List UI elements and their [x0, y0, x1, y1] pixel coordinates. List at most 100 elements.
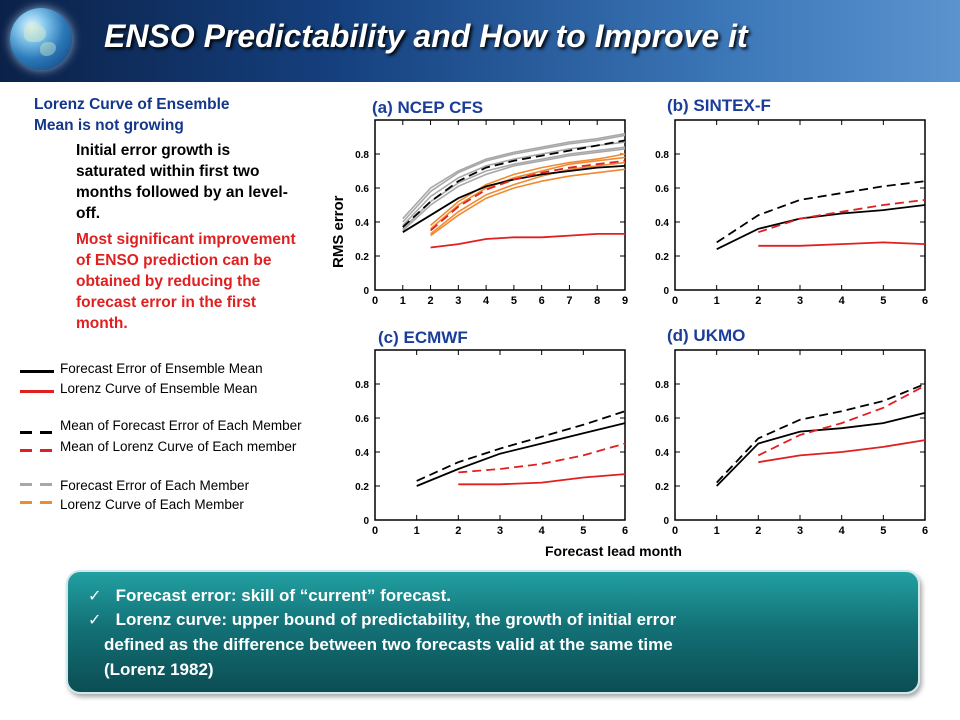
legend-label: Mean of Forecast Error of Each Member [60, 418, 302, 433]
y-tick-label: 0 [663, 286, 669, 297]
legend-label: Forecast Error of Ensemble Mean [60, 361, 263, 376]
legend-swatch [20, 370, 54, 373]
x-tick-label: 6 [539, 295, 545, 307]
series-line [402, 132, 626, 220]
header-bar: ENSO Predictability and How to Improve i… [0, 0, 960, 82]
legend-label: Lorenz Curve of Ensemble Mean [60, 381, 258, 396]
heading-line: Mean is not growing [34, 117, 184, 134]
legend-label: Mean of Lorenz Curve of Each member [60, 439, 297, 454]
page-title: ENSO Predictability and How to Improve i… [104, 18, 748, 54]
summary-box: ✓ Forecast error: skill of “current” for… [66, 570, 920, 694]
x-tick-label: 1 [714, 295, 720, 307]
series-line [758, 241, 926, 247]
left-heading: Lorenz Curve of Ensemble Mean is not gro… [34, 94, 284, 136]
y-tick-label: 0 [663, 516, 669, 527]
legend-swatch [20, 483, 54, 486]
panel-title-d: (d) UKMO [667, 326, 746, 345]
check-icon: ✓ [88, 610, 102, 629]
y-tick-label: 0 [363, 516, 369, 527]
y-tick-label: 0.4 [655, 218, 669, 229]
x-tick-label: 6 [922, 295, 928, 307]
globe-land [24, 24, 46, 42]
x-tick-label: 7 [566, 295, 572, 307]
x-tick-label: 3 [797, 295, 803, 307]
series-line [430, 233, 625, 249]
x-tick-label: 2 [755, 525, 761, 537]
x-tick-label: 0 [672, 525, 678, 537]
x-tick-label: 0 [372, 295, 378, 307]
x-axis-label: Forecast lead month [545, 543, 682, 559]
bullet-text: Forecast error: skill of “current” forec… [115, 586, 451, 605]
series-line [430, 168, 626, 237]
panel-title-b: (b) SINTEX-F [667, 96, 771, 115]
legend-swatch [20, 449, 54, 452]
series-line [757, 384, 926, 457]
series-line [430, 153, 626, 227]
panel-title-c: (c) ECMWF [378, 328, 468, 347]
y-tick-label: 0.6 [355, 414, 369, 425]
legend-label: Forecast Error of Each Member [60, 478, 250, 493]
y-tick-label: 0 [363, 286, 369, 297]
x-tick-label: 8 [594, 295, 600, 307]
y-tick-label: 0.8 [355, 380, 369, 391]
y-tick-label: 0.6 [655, 184, 669, 195]
x-tick-label: 6 [622, 525, 628, 537]
y-tick-label: 0.6 [355, 184, 369, 195]
x-tick-label: 3 [797, 525, 803, 537]
paragraph-improvement: Most significant improvement of ENSO pre… [76, 231, 296, 332]
series-line [458, 473, 626, 486]
check-icon: ✓ [88, 586, 102, 605]
y-tick-label: 0.6 [655, 414, 669, 425]
legend-swatch [20, 501, 54, 504]
y-tick-label: 0.8 [655, 150, 669, 161]
y-tick-label: 0.2 [355, 482, 369, 493]
bullet-forecast-error: ✓ Forecast error: skill of “current” for… [88, 584, 451, 608]
series-line [716, 180, 926, 244]
chart-panel-a: 0 1 2 3 4 5 6 7 8 9 0 0.2 0.4 0.6 0.8 [355, 119, 628, 307]
globe-land [40, 42, 56, 56]
series-line [716, 383, 926, 484]
y-tick-label: 0.4 [655, 448, 669, 459]
x-tick-label: 3 [497, 525, 503, 537]
globe-logo-icon [10, 8, 72, 70]
y-tick-label: 0.4 [355, 448, 369, 459]
heading-line: Lorenz Curve of Ensemble [34, 96, 230, 113]
x-tick-label: 4 [839, 525, 846, 537]
y-tick-label: 0.8 [355, 150, 369, 161]
series-line [716, 412, 926, 487]
y-tick-label: 0.4 [355, 218, 369, 229]
x-tick-label: 5 [880, 295, 886, 307]
y-tick-label: 0.2 [655, 252, 669, 263]
series-line [758, 439, 926, 464]
y-tick-label: 0.2 [655, 482, 669, 493]
x-tick-label: 4 [839, 295, 846, 307]
x-tick-label: 4 [483, 295, 490, 307]
x-tick-label: 5 [511, 295, 517, 307]
series-line [430, 159, 626, 232]
series-line [430, 156, 626, 230]
x-tick-label: 2 [427, 295, 433, 307]
series-line [758, 199, 926, 234]
x-tick-label: 2 [455, 525, 461, 537]
series-line [430, 161, 626, 235]
x-tick-label: 6 [922, 525, 928, 537]
x-tick-label: 1 [414, 525, 420, 537]
plot-frame [374, 349, 626, 521]
series-line [402, 148, 626, 232]
bullet-lorenz-curve: ✓ Lorenz curve: upper bound of predictab… [88, 608, 676, 632]
x-tick-label: 5 [580, 525, 586, 537]
series-line [416, 410, 626, 482]
x-tick-label: 2 [755, 295, 761, 307]
series-line [402, 134, 626, 223]
series-line [402, 139, 626, 228]
legend-swatch [20, 390, 54, 393]
x-tick-label: 1 [714, 525, 720, 537]
bullet-text: Lorenz curve: upper bound of predictabil… [115, 610, 677, 629]
y-tick-label: 0.8 [655, 380, 669, 391]
x-tick-label: 3 [455, 295, 461, 307]
legend-swatch [20, 431, 54, 434]
x-tick-label: 0 [372, 525, 378, 537]
series-line [416, 422, 626, 487]
x-tick-label: 0 [672, 295, 678, 307]
bullet-lorenz-line3: (Lorenz 1982) [104, 660, 214, 679]
